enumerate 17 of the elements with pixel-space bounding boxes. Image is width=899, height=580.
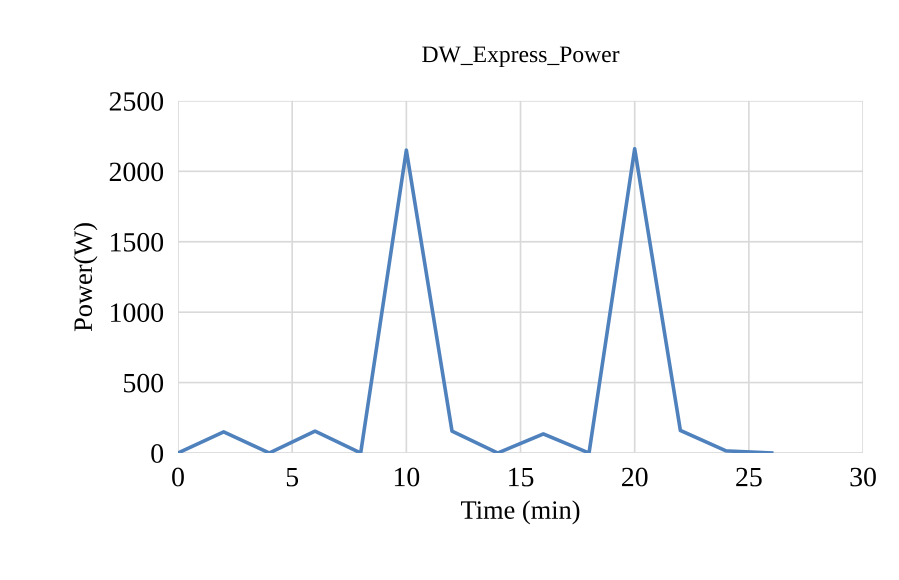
y-tick-label: 500: [124, 374, 164, 392]
y-tick-label: 0: [151, 444, 164, 463]
x-tick-label: 25: [736, 468, 762, 486]
y-tick-label: 2500: [110, 92, 164, 111]
line-series: [178, 146, 774, 453]
y-tick-label: 1500: [111, 232, 164, 252]
x-tick-label: 5: [286, 468, 298, 486]
y-axis-title: Power(W): [74, 223, 98, 332]
y-tick-label: 1000: [111, 303, 164, 322]
x-axis-title: Time (min): [461, 500, 580, 524]
x-tick-label: 10: [394, 468, 420, 486]
x-tick-label: 30: [850, 468, 876, 486]
x-tick-label: 0: [172, 468, 184, 486]
x-tick-label: 20: [622, 468, 648, 486]
y-tick-label: 2000: [110, 162, 164, 182]
x-tick-label: 15: [509, 468, 534, 486]
chart-title: DW_Express_Power: [422, 46, 620, 68]
